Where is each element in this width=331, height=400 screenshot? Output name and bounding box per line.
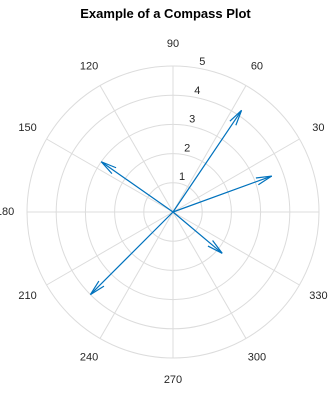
compass-arrow-1 bbox=[172, 109, 243, 213]
grid-spoke-330 bbox=[172, 211, 300, 286]
compass-arrow-shaft bbox=[172, 211, 223, 254]
compass-arrow-head-left bbox=[89, 280, 100, 295]
theta-tick-label-30: 30 bbox=[312, 122, 324, 134]
theta-tick-label-90: 90 bbox=[167, 38, 179, 50]
theta-tick-label-300: 300 bbox=[248, 351, 266, 363]
theta-tick-label-240: 240 bbox=[80, 351, 98, 363]
radius-tick-label-2: 2 bbox=[184, 142, 190, 154]
grid-spoke-60 bbox=[172, 85, 247, 213]
chart-title: Example of a Compass Plot bbox=[80, 6, 251, 21]
compass-arrow-shaft bbox=[89, 211, 174, 296]
compass-arrow-3 bbox=[100, 161, 174, 213]
compass-arrow-head-right bbox=[255, 175, 272, 179]
compass-arrow-head-left bbox=[258, 175, 273, 186]
compass-arrow-head-left bbox=[207, 245, 223, 254]
theta-tick-label-180: 180 bbox=[0, 206, 14, 218]
theta-tick-label-330: 330 bbox=[309, 290, 327, 302]
grid-spoke-120 bbox=[99, 85, 174, 213]
compass-arrow-head-left bbox=[235, 110, 243, 126]
grid-spoke-210 bbox=[46, 211, 174, 286]
theta-tick-label-210: 210 bbox=[18, 290, 36, 302]
theta-tick-labels: 0306090120150180210240270300330 bbox=[0, 38, 328, 386]
grid-spoke-240 bbox=[99, 211, 174, 339]
radius-tick-labels: 1 2 3 4 5 bbox=[179, 56, 205, 183]
radius-tick-label-5: 5 bbox=[199, 56, 205, 68]
compass-arrow-head-right bbox=[90, 285, 105, 296]
compass-arrow-head-right bbox=[229, 109, 242, 122]
compass-arrow-shaft bbox=[172, 109, 243, 213]
theta-tick-label-60: 60 bbox=[251, 61, 263, 73]
radius-tick-label-4: 4 bbox=[194, 85, 200, 97]
radius-tick-label-3: 3 bbox=[189, 114, 195, 126]
compass-arrow-4 bbox=[89, 211, 174, 296]
grid-spoke-300 bbox=[172, 211, 247, 339]
compass-arrows bbox=[89, 109, 273, 296]
theta-tick-label-270: 270 bbox=[164, 374, 182, 386]
theta-tick-label-120: 120 bbox=[80, 61, 98, 73]
compass-arrow-head-left bbox=[101, 161, 117, 169]
grid-spoke-30 bbox=[172, 138, 300, 213]
compass-arrow-shaft bbox=[100, 161, 174, 213]
radius-tick-label-1: 1 bbox=[179, 171, 185, 183]
compass-arrow-5 bbox=[172, 211, 223, 254]
theta-tick-label-150: 150 bbox=[18, 122, 36, 134]
compass-arrow-2 bbox=[172, 175, 273, 213]
compass-arrow-shaft bbox=[172, 175, 272, 213]
compass-arrow-head-right bbox=[212, 240, 223, 254]
grid-spoke-150 bbox=[46, 138, 174, 213]
polar-grid bbox=[26, 65, 320, 359]
compass-arrow-head-right bbox=[100, 161, 113, 175]
